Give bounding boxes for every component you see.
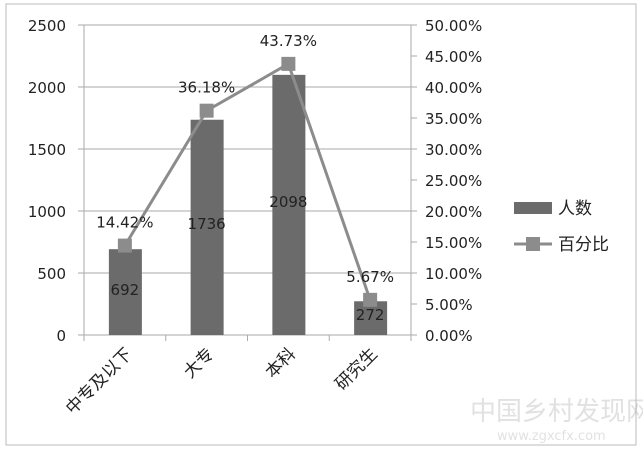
line-data-label: 36.18% [178, 79, 235, 97]
line-data-label: 14.42% [96, 214, 153, 232]
legend-line-label: 百分比 [558, 235, 609, 255]
left-tick-label: 1000 [28, 203, 66, 221]
right-tick-label: 35.00% [425, 110, 482, 128]
watermark-text: 中国乡村发现网 [470, 397, 643, 427]
watermark-url: www.zgxcfx.com [497, 429, 606, 444]
percent-line [123, 61, 372, 301]
line-marker [281, 56, 296, 71]
line-data-label: 43.73% [260, 32, 317, 50]
right-tick-label: 15.00% [425, 234, 482, 252]
left-tick-label: 2500 [28, 17, 66, 35]
line-marker [363, 292, 378, 307]
watermark: 中国乡村发现网 www.zgxcfx.com [470, 397, 643, 444]
right-tick-label: 25.00% [425, 172, 482, 190]
line-marker [199, 103, 214, 118]
left-tick-label: 1500 [28, 141, 66, 159]
bar [108, 249, 142, 335]
bar-data-label: 1736 [188, 215, 226, 233]
category-label: 研究生 [331, 344, 381, 394]
right-tick-label: 20.00% [425, 203, 482, 221]
right-tick-label: 10.00% [425, 265, 482, 283]
bar-data-label: 272 [356, 306, 385, 324]
bar-data-label: 692 [111, 281, 140, 299]
left-tick-label: 2000 [28, 79, 66, 97]
right-tick-label: 0.00% [425, 327, 473, 345]
right-tick-label: 50.00% [425, 17, 482, 35]
right-tick-label: 30.00% [425, 141, 482, 159]
category-label: 大专 [180, 344, 218, 382]
left-tick-label: 500 [37, 265, 66, 283]
bar [190, 119, 224, 336]
line-data-label: 5.67% [346, 268, 394, 286]
chart-border [5, 3, 637, 446]
legend-bar-swatch [514, 202, 552, 214]
category-label: 本科 [262, 344, 300, 382]
bar [354, 301, 388, 335]
bar [272, 74, 306, 336]
right-tick-label: 5.00% [425, 296, 473, 314]
right-tick-label: 40.00% [425, 79, 482, 97]
line-marker [117, 238, 132, 253]
right-tick-label: 45.00% [425, 48, 482, 66]
legend-line-marker [526, 237, 540, 251]
category-label: 中专及以下 [62, 344, 136, 418]
bar-data-label: 2098 [269, 193, 307, 211]
left-tick-label: 0 [56, 327, 66, 345]
legend-bar-label: 人数 [558, 199, 592, 219]
